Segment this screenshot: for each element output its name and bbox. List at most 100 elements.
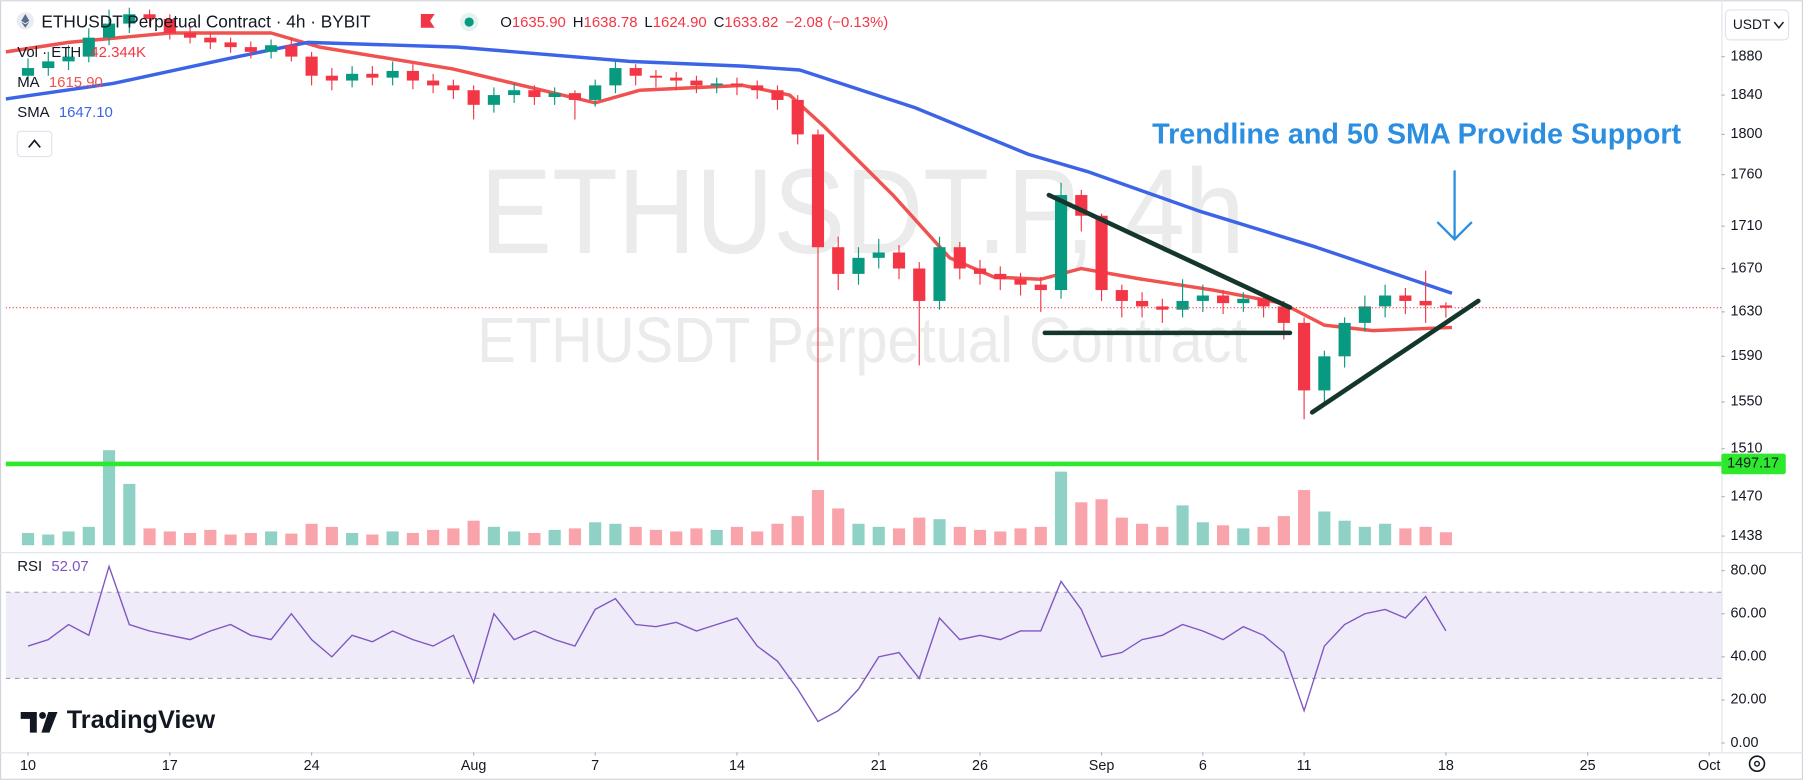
- legend-value: 1647.10: [59, 104, 113, 121]
- candle-body: [973, 268, 987, 274]
- x-tick-label: 10: [20, 758, 36, 774]
- candle-body: [589, 85, 602, 100]
- volume-bar: [508, 531, 521, 546]
- candle-body: [1318, 356, 1331, 391]
- volume-bar: [42, 534, 55, 546]
- y-tick-label: 1760: [1731, 166, 1763, 182]
- volume-bar: [1196, 522, 1209, 546]
- candle-body: [1358, 306, 1371, 323]
- plot-layer: [5, 7, 1722, 723]
- volume-bar: [1135, 523, 1149, 546]
- volume-bar: [1156, 526, 1169, 546]
- candle-body: [123, 14, 136, 24]
- header: ETHUSDT Perpetual Contract · 4h · BYBIT …: [16, 12, 888, 32]
- candle-body: [1277, 306, 1290, 323]
- volume-bar: [751, 531, 764, 546]
- volume-bar: [183, 532, 197, 546]
- currency-selector[interactable]: [1724, 9, 1790, 41]
- candle-body: [1419, 300, 1432, 306]
- volume-bar: [710, 529, 723, 546]
- candle-body: [1135, 300, 1149, 307]
- legend-value: 52.07: [51, 558, 88, 575]
- y-tick-label: 1470: [1731, 489, 1763, 505]
- settings-icon[interactable]: [1748, 755, 1766, 772]
- y-tick-label: 20.00: [1731, 692, 1767, 708]
- x-tick-label: 7: [591, 758, 599, 774]
- legend-value: 42.344K: [90, 44, 146, 61]
- status-dot: [464, 17, 474, 27]
- currency-caret: [1773, 21, 1785, 29]
- candle-body: [1237, 298, 1250, 304]
- volume-bar: [1277, 516, 1290, 546]
- candle-body: [994, 273, 1007, 280]
- volume-bar: [487, 526, 500, 546]
- x-tick-label: 18: [1438, 758, 1454, 774]
- y-tick-label: 1438: [1731, 528, 1763, 544]
- candle-body: [832, 247, 845, 274]
- volume-bar: [1399, 528, 1412, 546]
- candle-body: [285, 45, 298, 57]
- candle-body: [629, 68, 642, 76]
- moving-average: [5, 40, 1453, 295]
- flag-icon[interactable]: [420, 13, 435, 28]
- rsi-band: [5, 592, 1722, 679]
- volume-bar: [143, 528, 156, 546]
- candle-body: [265, 45, 278, 52]
- candle-body: [852, 257, 865, 274]
- volume-bar: [1115, 517, 1128, 546]
- volume-bar: [629, 526, 642, 546]
- volume-bar: [913, 517, 926, 546]
- ohlc-value: 1624.90: [653, 14, 707, 31]
- legend-row: MA 1615.90: [17, 74, 103, 91]
- y-tick-label: 1670: [1731, 260, 1763, 276]
- candle-body: [508, 90, 521, 96]
- y-tick-label: 1800: [1731, 126, 1763, 142]
- candle-body: [1439, 305, 1452, 308]
- volume-bar: [386, 531, 399, 546]
- volume-bar: [82, 526, 95, 546]
- y-tick-label: 0.00: [1731, 735, 1759, 751]
- candle-body: [143, 14, 156, 19]
- candle-body: [690, 80, 703, 86]
- y-tick-label: 1590: [1731, 348, 1763, 364]
- volume-bar: [123, 483, 136, 546]
- level-label: 1497.17: [1727, 456, 1779, 472]
- volume-bar: [1379, 523, 1392, 546]
- volume-bar: [427, 529, 440, 546]
- candle-body: [427, 80, 440, 86]
- volume-bar: [973, 529, 987, 546]
- candle-body: [487, 95, 500, 105]
- volume-bar: [102, 450, 116, 546]
- annotation: Trendline and 50 SMA Provide Support: [1152, 118, 1681, 150]
- x-tick-label: 6: [1199, 758, 1207, 774]
- candle-body: [1034, 284, 1047, 291]
- ohlc-label: O: [500, 14, 512, 31]
- volume-bar: [933, 519, 946, 546]
- volume-bar: [872, 526, 885, 546]
- volume-bar: [1439, 532, 1452, 546]
- candle-body: [42, 61, 55, 69]
- candle-body: [1095, 215, 1108, 291]
- x-tick-label: Sep: [1089, 758, 1115, 774]
- candle-body: [447, 85, 460, 91]
- settings-icon-center: [1754, 760, 1760, 767]
- candle-body: [305, 56, 318, 76]
- volume-bar: [1318, 511, 1331, 546]
- volume-bar: [406, 532, 419, 546]
- volume-bar: [730, 526, 744, 546]
- ohlc-label: C: [714, 14, 725, 31]
- candle-body: [62, 56, 75, 62]
- volume-bar: [224, 534, 237, 546]
- x-tick-label: 21: [871, 758, 887, 774]
- collapse-button[interactable]: [16, 130, 53, 158]
- volume-bar: [447, 528, 460, 546]
- logo-dot: [39, 711, 46, 719]
- moving-average: [5, 31, 1453, 333]
- ohlc-value: 1638.78: [584, 14, 638, 31]
- volume-bar: [589, 522, 602, 546]
- volume-bar: [305, 523, 318, 546]
- candle-body: [892, 252, 906, 269]
- candle-body: [528, 90, 541, 98]
